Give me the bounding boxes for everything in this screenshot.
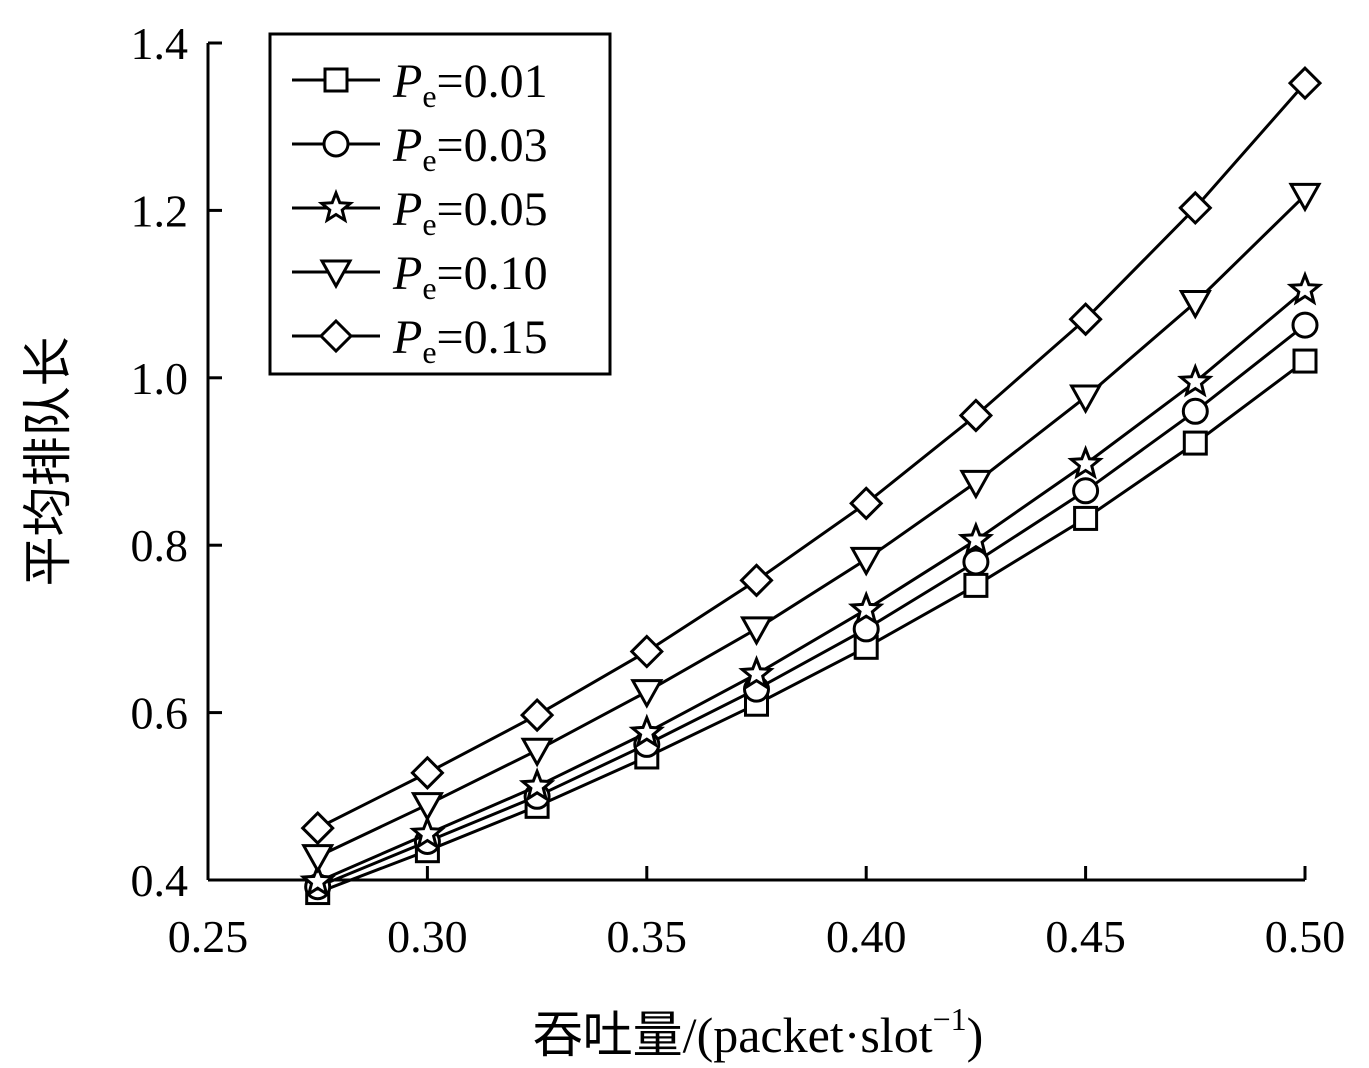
axes: 0.4 0.6 0.8 1.0 1.2 1.4 0.25 0.30 0.35 0.40 0.45 0.… [131, 18, 1346, 962]
legend-entry: Pe=0.15 [292, 311, 548, 370]
series-2 [299, 270, 1324, 898]
data-point [629, 634, 664, 669]
legend-marker [323, 67, 349, 93]
legend-entry: Pe=0.03 [292, 119, 548, 178]
data-point [739, 616, 774, 646]
legend-entry: Pe=0.10 [292, 247, 548, 306]
x-tick-label: 0.50 [1265, 911, 1346, 962]
data-point [963, 572, 989, 598]
data-point [630, 679, 664, 709]
data-point [299, 862, 336, 898]
data-point [849, 486, 884, 521]
legend-marker [318, 318, 354, 354]
data-point [300, 810, 335, 846]
data-point [1286, 270, 1324, 306]
series-line [317, 323, 1306, 889]
y-tick-label: 1.2 [131, 185, 189, 236]
data-point [409, 814, 446, 850]
data-point [1181, 397, 1209, 425]
data-point [849, 546, 883, 577]
data-point [1292, 348, 1318, 374]
data-point [739, 563, 774, 598]
series-4 [300, 66, 1323, 846]
data-point [410, 755, 445, 790]
series-layer [299, 66, 1324, 906]
y-tick-label: 1.4 [131, 18, 189, 69]
series-line [317, 359, 1306, 895]
data-point [1067, 444, 1104, 480]
data-point [847, 590, 885, 626]
data-point [519, 697, 555, 733]
x-tick-label: 0.35 [607, 911, 688, 962]
legend-entry: Pe=0.05 [292, 183, 548, 242]
data-point [1178, 190, 1213, 226]
series-line [317, 288, 1306, 884]
data-point [957, 521, 995, 556]
data-point [959, 469, 993, 500]
y-tick-label: 0.8 [131, 520, 189, 571]
series-1 [304, 311, 1319, 901]
data-point [1073, 505, 1099, 531]
legend-marker [322, 130, 350, 158]
data-point [1068, 302, 1103, 337]
legend-label: Pe=0.05 [392, 183, 548, 242]
data-point [1288, 182, 1322, 213]
data-point [518, 767, 556, 802]
data-point [1177, 362, 1214, 398]
legend-marker [319, 259, 353, 290]
x-tick-label: 0.40 [826, 911, 907, 962]
x-tick-label: 0.25 [168, 911, 249, 962]
y-axis-label: 平均排队长 [20, 337, 76, 587]
data-point [1287, 66, 1323, 101]
legend-label: Pe=0.15 [392, 311, 548, 370]
legend-label: Pe=0.10 [392, 247, 548, 306]
data-point [958, 398, 994, 433]
x-tick-label: 0.30 [387, 911, 468, 962]
data-point [1072, 477, 1100, 505]
x-axis-label: 吞吐量/(packet·slot−1) [533, 1001, 984, 1063]
series-line [317, 82, 1307, 830]
legend-label: Pe=0.01 [392, 55, 548, 114]
data-point [1291, 311, 1319, 339]
legend-marker [317, 188, 355, 224]
data-point [1178, 289, 1212, 320]
y-tick-label: 0.4 [131, 855, 189, 906]
legend-entry: Pe=0.01 [292, 55, 548, 114]
legend-label: Pe=0.03 [392, 119, 548, 178]
x-tick-label: 0.45 [1045, 911, 1126, 962]
data-point [1182, 430, 1208, 456]
series-3 [301, 182, 1322, 874]
data-point [962, 548, 990, 576]
data-point [520, 737, 554, 768]
data-point [301, 844, 335, 874]
data-point [628, 713, 666, 749]
data-point [1069, 384, 1103, 415]
data-point [738, 654, 775, 690]
y-tick-label: 0.6 [131, 688, 189, 739]
series-line [317, 194, 1307, 858]
y-tick-label: 1.0 [131, 353, 189, 404]
data-point [410, 792, 444, 822]
